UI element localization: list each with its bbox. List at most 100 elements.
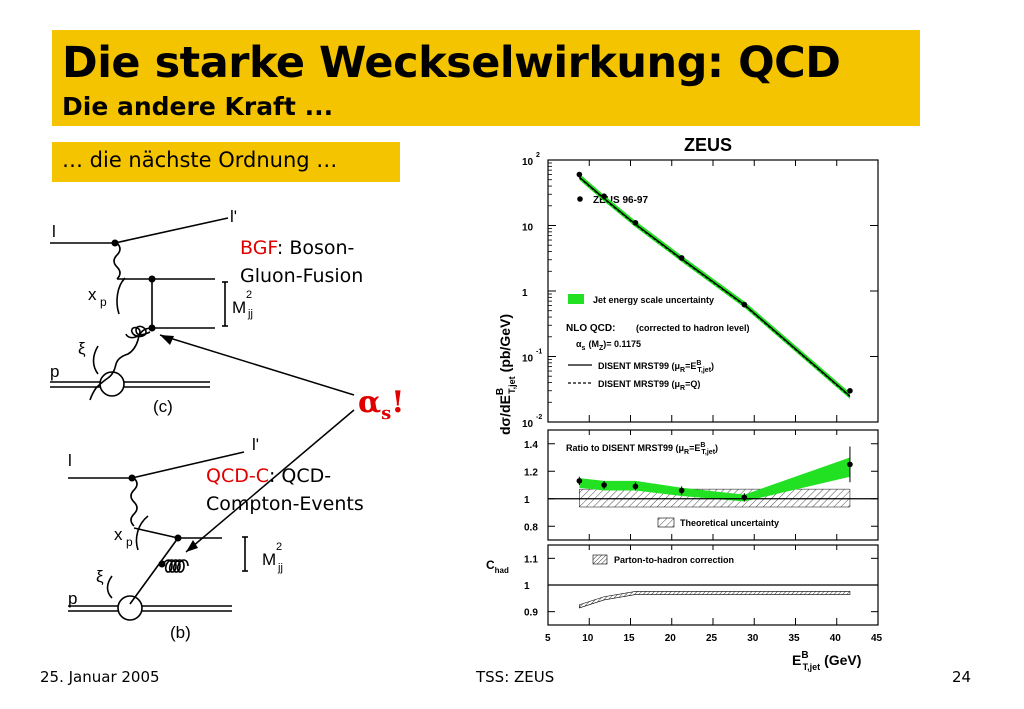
legend-dashed-b: =Q) xyxy=(685,379,700,389)
x-tick-label: 15 xyxy=(624,633,636,644)
legend-data-marker xyxy=(577,196,583,202)
bgf-label-line2: Gluon-Fusion xyxy=(240,265,364,287)
bgf-rest: : Boson- xyxy=(276,237,355,259)
legend-nlo-title: NLO QCD: xyxy=(566,323,615,334)
ratio-title-sub2: T,jet xyxy=(701,449,715,456)
plot-xlabel-sup: B xyxy=(801,650,808,661)
ratio-y-tick-label: 1 xyxy=(524,495,530,506)
x-tick-label: 45 xyxy=(871,633,883,644)
diagram-b-caption: (b) xyxy=(170,623,191,642)
ratio-title-sub: R xyxy=(684,449,689,456)
section-banner xyxy=(52,142,400,182)
legend-solid-c: ) xyxy=(711,361,714,371)
legend-solid-sub2: T,jet xyxy=(697,367,711,374)
ratio-y-tick-label: 1.2 xyxy=(524,467,538,478)
slide-subtitle: Die andere Kraft ... xyxy=(62,92,334,121)
legend-alpha-rest: (M xyxy=(588,339,599,349)
diagram-c-label-xp-sub: p xyxy=(100,295,107,309)
diagram-b-label-lprime: l' xyxy=(252,435,259,454)
alpha-bang: ! xyxy=(391,385,405,420)
qcdc-rest: : QCD- xyxy=(268,465,332,487)
diagram-c-label-mjj-sup: 2 xyxy=(246,289,252,301)
theory-unc-label: Theoretical uncertainty xyxy=(680,518,779,528)
alpha-sub: s xyxy=(381,403,392,424)
plot-ylabel-sub: T,jet xyxy=(507,376,517,394)
chad-main: C xyxy=(486,558,495,572)
diagram-c-caption: (c) xyxy=(153,397,173,416)
legend-solid-sup: B xyxy=(696,360,701,367)
chad-legend-swatch xyxy=(592,554,608,565)
theory-unc-swatch xyxy=(657,517,675,528)
main-y-tick-label: 10 xyxy=(522,223,534,234)
x-tick-label: 30 xyxy=(747,633,759,644)
legend-solid-a: DISENT MRST99 (μ xyxy=(598,361,680,371)
diagram-b-label-xi: ξ xyxy=(96,567,104,586)
legend-solid-sub: R xyxy=(680,367,685,374)
ratio-y-tick-label: 0.8 xyxy=(524,522,538,533)
diagram-c-label-xp: x xyxy=(88,285,97,304)
qcdc-abbrev: QCD-C xyxy=(206,465,269,487)
ratio-title-a: Ratio to DISENT MRST99 (μ xyxy=(566,443,684,453)
legend-alpha-sub: s xyxy=(582,345,586,352)
legend-alpha-sub2: Z xyxy=(599,345,604,352)
plot-ylabel-main: dσ/dE xyxy=(497,395,513,435)
ratio-data-point xyxy=(741,494,748,501)
diagram-b-label-p: p xyxy=(68,589,77,608)
main-data-point xyxy=(847,387,853,394)
footer-center: TSS: ZEUS xyxy=(476,668,555,686)
legend-alpha: αs (MZ)= 0.1175 xyxy=(576,339,641,352)
section-label: … die nächste Ordnung … xyxy=(62,148,338,172)
main-y-tick-label: 10 xyxy=(522,419,534,430)
main-y-tick-exp: 2 xyxy=(536,152,540,159)
main-nlo-dashed-line xyxy=(579,177,851,398)
qcdc-label-line1: QCD-C: QCD- xyxy=(206,462,331,490)
plot-ylabel-sup: B xyxy=(495,388,506,395)
chad-correction-band xyxy=(579,591,851,609)
ratio-title-b: =E xyxy=(689,443,700,453)
chad-sub: had xyxy=(495,566,509,575)
main-y-tick-exp: -2 xyxy=(536,414,542,421)
main-y-tick-label: 1 xyxy=(522,288,528,299)
plot-ylabel-units: (pb/GeV) xyxy=(497,314,513,372)
diagram-b-label-mjj-sup: 2 xyxy=(276,541,282,553)
diagram-b-label-xp-sub: p xyxy=(126,535,133,549)
legend-nlo-note: (corrected to hadron level) xyxy=(636,323,750,333)
plot-title: ZEUS xyxy=(684,135,732,155)
alpha-symbol: α xyxy=(358,385,382,420)
diagram-b-label-l: l xyxy=(68,451,72,470)
main-y-tick-label: 10 xyxy=(522,157,534,168)
main-data-point xyxy=(576,171,583,178)
feynman-diagrams: l l' x p ξ p M 2 jj (c) l l' x p ξ p M 2… xyxy=(50,207,355,642)
main-y-tick-exp: -1 xyxy=(536,349,542,356)
bgf-label-line1: BGF: Boson- xyxy=(240,234,354,262)
diagram-c-label-p: p xyxy=(50,362,59,381)
diagram-c-label-lprime: l' xyxy=(230,207,237,226)
alpha-s-label: αs! xyxy=(358,385,404,424)
footer-date: 25. Januar 2005 xyxy=(40,668,160,686)
zeus-plot: ZEUS dσ/dEBT,jet(pb/GeV) ZEUS 96-97 Jet … xyxy=(486,135,883,672)
chad-y-tick-label: 1.1 xyxy=(524,554,538,565)
main-jes-band xyxy=(579,173,850,399)
ratio-data-point xyxy=(847,461,853,468)
legend-dashed-a: DISENT MRST99 (μ xyxy=(598,379,680,389)
legend-alpha-value: )= 0.1175 xyxy=(603,339,641,349)
diagram-c-label-xi: ξ xyxy=(78,339,86,358)
ratio-data-point xyxy=(632,483,639,490)
chad-y-tick-label: 1 xyxy=(524,581,530,592)
chad-label: Chad xyxy=(486,558,509,575)
legend-dashed-label: DISENT MRST99 (μR=Q) xyxy=(598,379,700,392)
footer-page-number: 24 xyxy=(952,668,972,686)
title-banner xyxy=(52,30,920,126)
plot-xlabel: EB T,jet (GeV) xyxy=(792,650,861,672)
diagram-b-label-mjj-sub: jj xyxy=(277,562,283,574)
plot-ylabel: dσ/dEBT,jet (pb/GeV) xyxy=(495,314,517,435)
diagram-b-label-xp: x xyxy=(114,525,123,544)
main-nlo-solid-line xyxy=(578,176,851,397)
slide-title: Die starke Weckselwirkung: QCD xyxy=(62,38,841,88)
x-tick-label: 20 xyxy=(665,633,677,644)
ratio-title-sup: B xyxy=(700,442,705,449)
chad-y-tick-label: 0.9 xyxy=(524,608,538,619)
legend-alpha-sym: α xyxy=(576,339,582,349)
legend-band-swatch xyxy=(568,294,584,304)
diagram-c-label-mjj: M xyxy=(232,298,246,317)
